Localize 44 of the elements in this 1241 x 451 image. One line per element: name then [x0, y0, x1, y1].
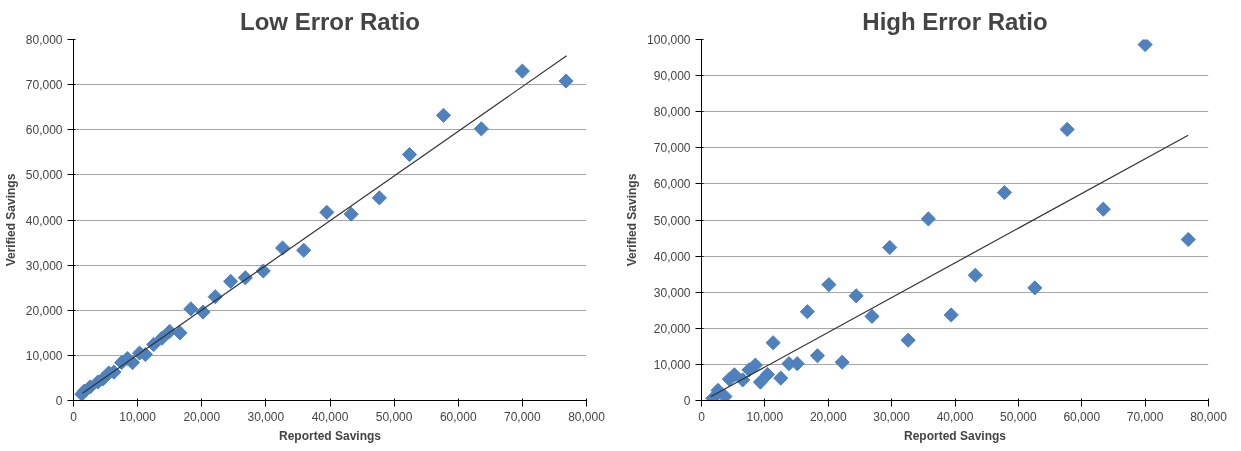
- x-tick-label: 60,000: [1063, 409, 1101, 424]
- x-tick-label: 80,000: [568, 409, 606, 424]
- y-tick-label: 40,000: [25, 213, 63, 228]
- y-tick-label: 0: [55, 394, 63, 408]
- x-tick-label: 30,000: [873, 409, 911, 424]
- x-tick-label: 80,000: [1190, 409, 1228, 424]
- y-tick-label: 20,000: [25, 303, 63, 318]
- y-tick-label: 100,000: [647, 33, 691, 47]
- y-tick-label: 0: [683, 394, 691, 408]
- y-tick-label: 70,000: [25, 78, 63, 93]
- y-tick-label: 10,000: [25, 348, 63, 363]
- chart-title: Low Error Ratio: [239, 7, 421, 35]
- x-tick-label: 20,000: [809, 409, 847, 424]
- x-tick-label: 50,000: [1000, 409, 1038, 424]
- y-tick-label: 30,000: [653, 285, 691, 300]
- y-tick-label: 20,000: [653, 321, 691, 336]
- y-tick-label: 50,000: [25, 168, 63, 183]
- y-tick-label: 70,000: [653, 141, 691, 156]
- x-tick-label: 40,000: [311, 409, 349, 424]
- y-tick-label: 60,000: [653, 177, 691, 192]
- y-tick-label: 80,000: [25, 33, 63, 47]
- y-axis-title: Verified Savings: [625, 173, 640, 267]
- x-axis-title: Reported Savings: [278, 428, 382, 443]
- y-tick-label: 90,000: [653, 69, 691, 84]
- x-tick-label: 30,000: [247, 409, 285, 424]
- x-tick-label: 70,000: [504, 409, 542, 424]
- y-tick-label: 40,000: [653, 249, 691, 264]
- y-tick-label: 50,000: [653, 213, 691, 228]
- y-tick-label: 10,000: [653, 357, 691, 372]
- x-tick-label: 50,000: [375, 409, 413, 424]
- chart-title: High Error Ratio: [862, 7, 1048, 35]
- y-tick-label: 60,000: [25, 123, 63, 138]
- x-tick-label: 20,000: [183, 409, 221, 424]
- y-tick-label: 80,000: [653, 105, 691, 120]
- x-tick-label: 60,000: [439, 409, 477, 424]
- x-tick-label: 0: [698, 409, 706, 424]
- x-tick-label: 70,000: [1126, 409, 1164, 424]
- x-tick-label: 10,000: [746, 409, 784, 424]
- x-tick-label: 40,000: [936, 409, 974, 424]
- x-tick-label: 10,000: [119, 409, 157, 424]
- x-axis-title: Reported Savings: [903, 428, 1007, 443]
- y-axis-title: Verified Savings: [3, 173, 18, 267]
- x-tick-label: 0: [70, 409, 78, 424]
- y-tick-label: 30,000: [25, 258, 63, 273]
